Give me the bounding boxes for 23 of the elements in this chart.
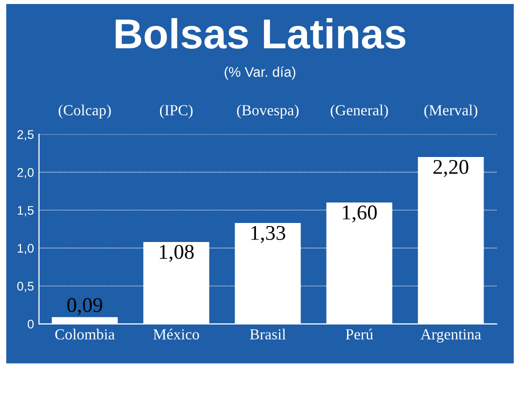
y-tick-label: 1,0 <box>18 244 34 254</box>
x-tick-label: Perú <box>346 328 374 340</box>
x-tick-label: Colombia <box>55 328 115 340</box>
y-tick-label: 2,5 <box>17 130 34 140</box>
x-tick-label: Brasil <box>250 328 286 340</box>
y-tick-label: 0,5 <box>17 282 34 292</box>
data-label: 1,60 <box>342 205 377 222</box>
text: (Bovespa) <box>237 104 299 118</box>
text: (Merval) <box>424 104 478 118</box>
text: (IPC) <box>160 104 193 118</box>
y-tick-label: 0 <box>28 320 34 329</box>
chart-title: Bolsas Latinas <box>116 18 406 49</box>
data-label: 2,20 <box>434 160 468 177</box>
data-label: 1,33 <box>251 226 286 243</box>
x-tick-label: Argentina <box>420 329 482 343</box>
y-tick-label: 2,0 <box>17 168 34 178</box>
data-label: 1,08 <box>160 244 194 262</box>
text: (Colcap) <box>58 104 111 118</box>
y-tick-label: 1,5 <box>18 206 34 216</box>
data-label: 0,09 <box>67 298 102 316</box>
text: (General) <box>330 104 388 118</box>
chart-subtitle: (% Var. día) <box>224 66 296 80</box>
x-tick-label: México <box>153 328 200 340</box>
